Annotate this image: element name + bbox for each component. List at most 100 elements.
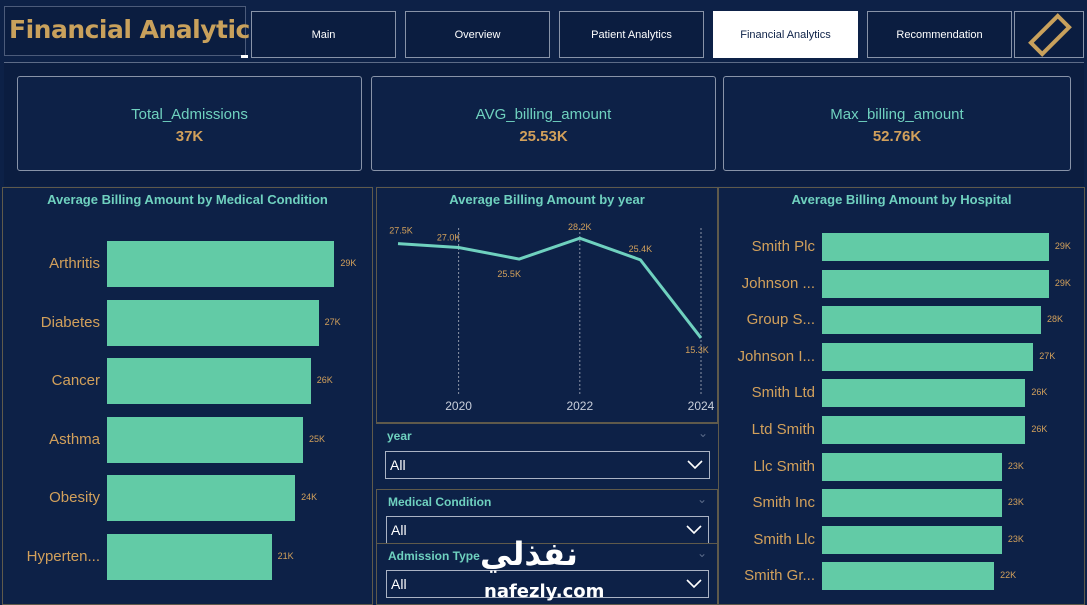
hospital-chart-panel: Average Billing Amount by Hospital Smith…	[718, 187, 1085, 605]
year-tick-label: 2020	[445, 399, 472, 413]
year-data-label: 15.3K	[685, 345, 709, 355]
kpi-card-max-billing: Max_billing_amount 52.76K	[723, 76, 1071, 171]
admission-type-dropdown-value: All	[391, 576, 407, 592]
kpi-value: 37K	[175, 128, 204, 145]
year-data-label: 25.5K	[497, 269, 521, 279]
condition-category-label: Asthma	[49, 430, 100, 448]
condition-bar[interactable]	[107, 475, 296, 521]
condition-value-label: 29K	[340, 258, 357, 268]
year-dropdown[interactable]: All	[385, 451, 710, 479]
condition-value-label: 26K	[316, 375, 333, 385]
admission-type-slicer: Admission Type ⌄ All	[376, 543, 718, 605]
medical-condition-dropdown-value: All	[391, 522, 407, 538]
kpi-value: 25.53K	[519, 128, 568, 145]
year-slicer: year ⌄ All	[376, 423, 718, 489]
year-series-line[interactable]	[397, 236, 703, 339]
hospital-bar[interactable]	[822, 379, 1026, 408]
hospital-bar[interactable]	[822, 489, 1002, 518]
nav-overview-button[interactable]: Overview	[405, 11, 550, 58]
chevron-down-icon[interactable]: ⌄	[696, 492, 707, 506]
hospital-value-label: 28K	[1047, 314, 1064, 325]
year-dropdown-value: All	[390, 457, 406, 473]
hospital-value-label: 23K	[1007, 460, 1024, 471]
hospital-bar[interactable]	[822, 452, 1002, 481]
medical-condition-slicer: Medical Condition ⌄ All	[376, 489, 718, 544]
hospital-bar[interactable]	[822, 562, 995, 591]
hospital-bar[interactable]	[822, 342, 1034, 371]
year-tick-label: 2022	[566, 399, 593, 413]
year-line-chart: 2020 2022 2024 27.5K 27.0K 25.5K 28.2K 25.4K 15.…	[389, 222, 715, 413]
hospital-value-label: 26K	[1031, 387, 1048, 398]
medical-condition-dropdown[interactable]: All	[386, 516, 709, 544]
watermark-latin: nafezly.com	[484, 581, 605, 602]
condition-category-label: Obesity	[49, 489, 100, 506]
year-data-label: 27.0K	[437, 232, 461, 242]
nav-recommendation-button[interactable]: Recommendation	[867, 11, 1012, 58]
year-data-label: 28.2K	[568, 222, 592, 232]
hospital-category-label: Johnson I...	[737, 347, 815, 365]
year-data-label: 25.4K	[629, 244, 653, 254]
condition-chart-panel: Average Billing Amount by Medical Condit…	[2, 187, 373, 605]
hospital-bar[interactable]	[822, 306, 1042, 335]
chevron-down-icon[interactable]: ⌄	[697, 426, 708, 440]
kpi-label: AVG_billing_amount	[475, 106, 612, 123]
page-title-box: Financial Analytics	[4, 6, 265, 58]
admission-type-dropdown[interactable]: All	[386, 570, 709, 598]
hospital-value-label: 23K	[1007, 533, 1024, 544]
header-divider	[4, 62, 1084, 63]
hospital-bar[interactable]	[822, 269, 1049, 298]
kpi-card-avg-billing: AVG_billing_amount 25.53K	[371, 76, 716, 171]
hospital-category-label: Smith Gr...	[744, 567, 815, 585]
nav-main-button[interactable]: Main	[251, 11, 396, 58]
condition-chart-title: Average Billing Amount by Medical Condit…	[47, 192, 328, 207]
condition-bar[interactable]	[107, 299, 319, 346]
chevron-down-icon	[687, 460, 703, 470]
text-cursor	[241, 55, 248, 58]
hospital-bar[interactable]	[822, 416, 1026, 444]
condition-bar[interactable]	[107, 533, 272, 580]
year-data-label: 27.5K	[389, 226, 413, 236]
condition-bar[interactable]	[107, 241, 335, 287]
condition-category-label: Arthritis	[49, 255, 100, 272]
nav-financial-analytics-button[interactable]: Financial Analytics	[713, 11, 858, 58]
hospital-category-label: Johnson ...	[741, 274, 815, 292]
hospital-category-label: Llc Smith	[753, 457, 815, 475]
hospital-category-label: Ltd Smith	[751, 421, 815, 438]
condition-category-label: Cancer	[51, 372, 100, 389]
hospital-value-label: 27K	[1039, 350, 1056, 361]
year-slicer-title: year	[387, 429, 412, 443]
year-chart-title: Average Billing Amount by year	[449, 192, 645, 207]
condition-bar[interactable]	[107, 358, 311, 404]
hospital-category-label: Smith Ltd	[751, 384, 815, 402]
hospital-bar[interactable]	[822, 525, 1002, 554]
condition-category-label: Diabetes	[40, 313, 100, 331]
hospital-value-label: 22K	[1000, 570, 1017, 581]
nav-patient-analytics-button[interactable]: Patient Analytics	[559, 11, 704, 58]
condition-category-label: Hyperten...	[26, 547, 100, 565]
year-tick-label: 2024	[688, 399, 715, 413]
logo-button[interactable]	[1014, 11, 1084, 58]
year-chart-panel: Average Billing Amount by year 2020 2022 2…	[376, 187, 718, 423]
page-title: Financial Analytics	[9, 15, 265, 44]
watermark-arabic: نفذلي	[480, 535, 578, 573]
chevron-down-icon	[686, 525, 702, 535]
kpi-card-total-admissions: Total_Admissions 37K	[17, 76, 362, 171]
hospital-bar[interactable]	[822, 233, 1049, 261]
hospital-category-label: Smith Inc	[752, 494, 815, 512]
kpi-label: Max_billing_amount	[830, 106, 964, 123]
hospital-chart-title: Average Billing Amount by Hospital	[791, 192, 1012, 207]
condition-value-label: 25K	[308, 433, 325, 444]
condition-bar[interactable]	[107, 416, 303, 463]
hospital-category-label: Smith Plc	[751, 238, 815, 255]
hospital-category-label: Smith Llc	[753, 530, 815, 548]
brand-logo-icon	[1028, 13, 1072, 57]
condition-value-label: 24K	[301, 492, 318, 502]
condition-value-label: 27K	[324, 316, 341, 327]
condition-value-label: 21K	[277, 550, 294, 561]
hospital-value-label: 23K	[1007, 497, 1024, 508]
chevron-down-icon[interactable]: ⌄	[696, 546, 707, 560]
hospital-category-label: Group S...	[746, 311, 815, 329]
medical-condition-slicer-title: Medical Condition	[388, 495, 492, 509]
hospital-value-label: 29K	[1054, 241, 1071, 251]
kpi-label: Total_Admissions	[131, 106, 248, 123]
